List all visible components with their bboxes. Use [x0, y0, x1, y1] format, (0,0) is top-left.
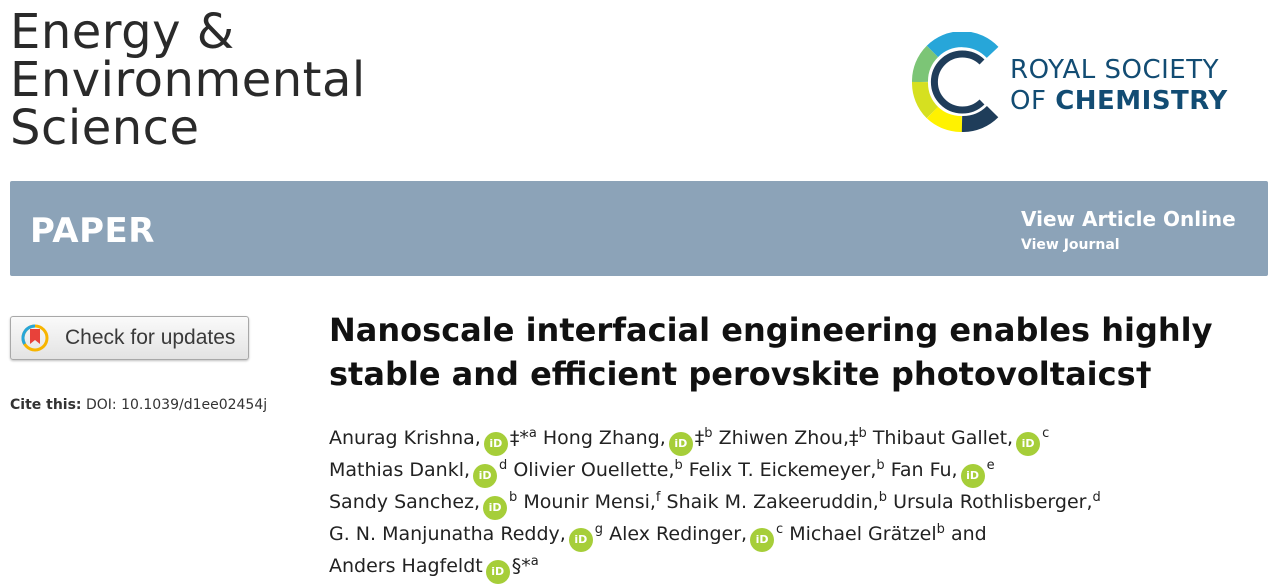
cite-label: Cite this:: [10, 397, 82, 413]
author-name: Hong Zhang,: [542, 427, 666, 449]
article-type-banner: PAPER View Article Online View Journal: [10, 181, 1268, 276]
author-name: Sandy Sanchez,: [329, 491, 481, 513]
orcid-icon[interactable]: iD: [960, 464, 985, 488]
orcid-icon[interactable]: iD: [473, 464, 498, 488]
article-title: Nanoscale interfacial engineering enable…: [329, 311, 1213, 393]
author-name: Shaik M. Zakeeruddin,: [666, 491, 879, 513]
orcid-icon[interactable]: iD: [568, 528, 593, 552]
author-mark: ‡: [694, 427, 705, 449]
affiliation-marker: b: [674, 458, 683, 473]
affiliation-marker: b: [858, 426, 867, 441]
publisher-line: OF CHEMISTRY: [1010, 86, 1228, 117]
author-list: Anurag Krishna, iD ‡*a Hong Zhang, iD ‡b Zhi…: [329, 424, 1249, 584]
orcid-icon[interactable]: iD: [1016, 432, 1041, 456]
doi-text[interactable]: DOI: 10.1039/d1ee02454j: [85, 397, 268, 413]
affiliation-marker: c: [776, 522, 784, 537]
journal-title-line: Science: [10, 100, 200, 156]
author-name: Ursula Rothlisberger,: [893, 491, 1093, 513]
author-mark: ‡*: [509, 427, 529, 449]
affiliation-marker: e: [986, 458, 995, 473]
orcid-icon[interactable]: iD: [750, 528, 775, 552]
rsc-logo-icon: [912, 32, 999, 132]
author-conjunction: and: [950, 523, 987, 545]
author-line: Mathias Dankl, iDd Olivier Ouellette,b Fe…: [329, 456, 1249, 488]
author-mark: ‡: [849, 427, 859, 449]
author-name: Michael Grätzel: [789, 523, 937, 545]
author-name: Fan Fu,: [890, 459, 958, 481]
affiliation-marker: b: [936, 522, 945, 537]
author-name: Mounir Mensi,: [523, 491, 656, 513]
author-name: Alex Redinger,: [609, 523, 748, 545]
author-name: Thibaut Gallet,: [872, 427, 1014, 449]
author-name: Anurag Krishna,: [329, 427, 481, 449]
crossmark-icon: [21, 324, 49, 352]
author-mark: §*: [511, 555, 531, 577]
author-name: Olivier Ouellette,: [513, 459, 675, 481]
author-name: Zhiwen Zhou,: [718, 427, 850, 449]
author-line: Anurag Krishna, iD ‡*a Hong Zhang, iD ‡b Zhi…: [329, 424, 1249, 456]
affiliation-marker: c: [1042, 426, 1050, 441]
publisher-line: ROYAL SOCIETY: [1010, 55, 1219, 85]
affiliation-marker: b: [876, 458, 885, 473]
affiliation-marker: d: [1092, 490, 1101, 505]
affiliation-marker: a: [528, 426, 537, 441]
affiliation-marker: d: [499, 458, 508, 473]
author-name: Anders Hagfeldt: [329, 555, 483, 577]
orcid-icon[interactable]: iD: [668, 432, 693, 456]
affiliation-marker: a: [530, 554, 539, 569]
author-line: G. N. Manjunatha Reddy, iDg Alex Redinger…: [329, 520, 1249, 552]
orcid-icon[interactable]: iD: [485, 560, 510, 584]
view-journal-link[interactable]: View Journal: [1021, 237, 1120, 253]
affiliation-marker: f: [655, 490, 661, 505]
affiliation-marker: g: [594, 522, 604, 537]
journal-title-line: Environmental: [10, 52, 366, 108]
journal-title-line: Energy &: [10, 4, 235, 60]
author-line: Sandy Sanchez, iDb Mounir Mensi,f Shaik M…: [329, 488, 1249, 520]
author-name: Mathias Dankl,: [329, 459, 471, 481]
citation: Cite this: DOI: 10.1039/d1ee02454j: [10, 397, 267, 413]
article-type-label: PAPER: [30, 211, 155, 251]
check-for-updates-button[interactable]: Check for updates: [10, 316, 249, 360]
publisher-bold: CHEMISTRY: [1055, 86, 1228, 116]
author-name: Felix T. Eickemeyer,: [688, 459, 877, 481]
publisher-name: ROYAL SOCIETY OF CHEMISTRY: [1010, 55, 1228, 117]
author-name: G. N. Manjunatha Reddy,: [329, 523, 566, 545]
publisher-prefix: OF: [1010, 86, 1056, 116]
journal-title: Energy & Environmental Science: [10, 8, 366, 152]
affiliation-marker: b: [704, 426, 713, 441]
view-article-online-link[interactable]: View Article Online: [1021, 207, 1236, 231]
author-line: Anders Hagfeldt iD §*a: [329, 552, 1249, 584]
affiliation-marker: b: [878, 490, 888, 505]
orcid-icon[interactable]: iD: [483, 496, 508, 520]
affiliation-marker: b: [509, 490, 518, 505]
orcid-icon[interactable]: iD: [483, 432, 508, 456]
check-for-updates-label: Check for updates: [65, 326, 236, 349]
